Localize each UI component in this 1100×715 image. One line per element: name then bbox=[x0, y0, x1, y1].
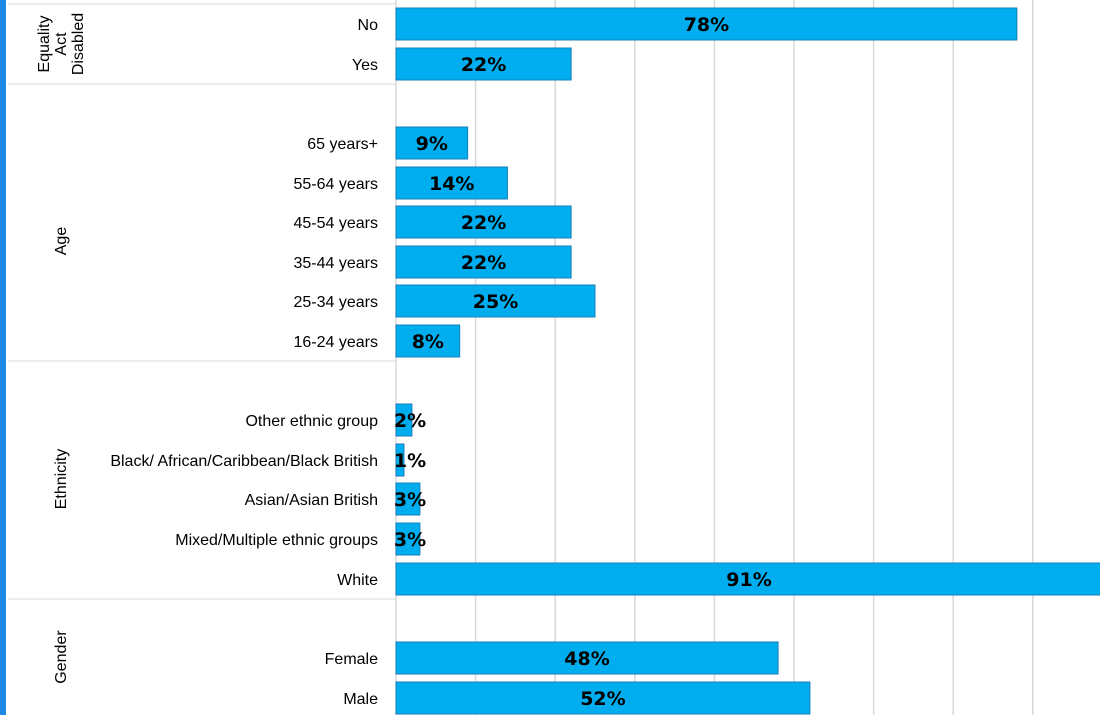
category-label: Female bbox=[325, 651, 378, 668]
bar bbox=[395, 403, 413, 437]
bar bbox=[395, 7, 1018, 41]
value-label: 91% bbox=[726, 569, 771, 591]
value-label: 14% bbox=[429, 173, 474, 195]
value-label: 8% bbox=[412, 331, 444, 353]
bar bbox=[395, 641, 779, 675]
group-label: EqualityActDisabled bbox=[36, 13, 87, 75]
value-label: 9% bbox=[416, 133, 448, 155]
labels: EqualityActDisabled No 78% Yes 22% Age 65 year… bbox=[36, 13, 772, 710]
category-label: Mixed/Multiple ethnic groups bbox=[175, 532, 378, 549]
category-label: 65 years+ bbox=[307, 136, 378, 153]
value-label: 1% bbox=[394, 450, 426, 472]
value-label: 78% bbox=[684, 14, 729, 36]
bar bbox=[395, 324, 461, 358]
value-label: 3% bbox=[394, 529, 426, 551]
value-label: 48% bbox=[564, 648, 609, 670]
category-label: 16-24 years bbox=[294, 334, 379, 351]
category-label: 55-64 years bbox=[294, 176, 379, 193]
bar bbox=[395, 284, 596, 318]
bar bbox=[395, 482, 421, 516]
category-label: No bbox=[358, 17, 379, 34]
bar bbox=[395, 245, 572, 279]
category-label: White bbox=[337, 572, 378, 589]
value-label: 3% bbox=[394, 489, 426, 511]
value-label: 22% bbox=[461, 212, 506, 234]
value-label: 22% bbox=[461, 54, 506, 76]
value-label: 52% bbox=[580, 688, 625, 710]
bar bbox=[395, 166, 508, 200]
bar bbox=[395, 562, 1100, 596]
value-label: 2% bbox=[394, 410, 426, 432]
bar bbox=[395, 443, 405, 477]
group-label: Gender bbox=[53, 630, 70, 684]
left-accent-strip bbox=[0, 0, 6, 715]
group-separators bbox=[8, 3, 396, 600]
bar bbox=[395, 205, 572, 239]
category-label: 35-44 years bbox=[294, 255, 379, 272]
bar bbox=[395, 522, 421, 556]
category-label: Black/ African/Caribbean/Black British bbox=[110, 453, 378, 470]
category-label: 25-34 years bbox=[294, 294, 379, 311]
category-label: Male bbox=[343, 691, 378, 708]
bars bbox=[395, 7, 1100, 715]
value-label: 22% bbox=[461, 252, 506, 274]
bar bbox=[395, 47, 572, 81]
category-label: Asian/Asian British bbox=[245, 492, 378, 509]
group-label: Age bbox=[53, 227, 70, 256]
category-label: Other ethnic group bbox=[245, 413, 378, 430]
category-label: 45-54 years bbox=[294, 215, 379, 232]
bar bbox=[395, 681, 811, 715]
value-label: 25% bbox=[473, 291, 518, 313]
bar bbox=[395, 126, 469, 160]
category-label: Yes bbox=[352, 57, 378, 74]
gridlines bbox=[395, 0, 1034, 715]
group-label: Ethnicity bbox=[53, 449, 70, 509]
